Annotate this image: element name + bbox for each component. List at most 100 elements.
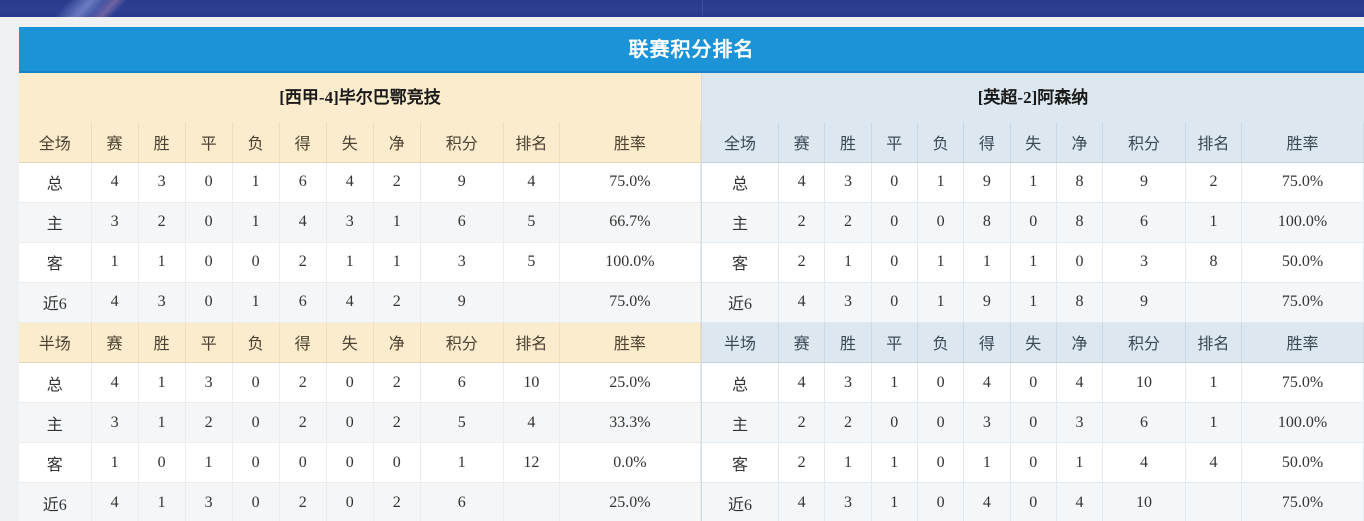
stat-cell-6: 2 [373,282,421,323]
column-header-6: 失 [326,122,374,163]
column-header-6: 失 [326,322,374,363]
rank-cell [1185,282,1243,323]
stat-cell-3: 1 [232,162,280,203]
stat-cell-6: 8 [1056,282,1104,323]
table-row[interactable]: 主 2 2 0 0 8 0 8 6 1 100.0% [702,202,1364,243]
stat-cell-0: 4 [91,482,139,521]
stat-cell-6: 2 [373,162,421,203]
stat-cell-2: 1 [185,442,233,483]
win-rate-cell: 75.0% [1241,482,1364,521]
points-cell: 4 [1102,442,1186,483]
stat-cell-2: 2 [185,402,233,443]
table-row[interactable]: 总 4 3 0 1 9 1 8 9 2 75.0% [702,162,1364,203]
stats-table-right-half: 半场赛胜平负得失净积分 排名 胜率总 4 3 1 0 4 0 4 10 1 75.0% 主 2 2 0 0 3 0 3 6… [702,322,1364,521]
column-header-7: 净 [1056,122,1104,163]
table-row[interactable]: 客 1 0 1 0 0 0 0 1 12 0.0% [19,442,702,483]
row-label: 主 [19,402,92,443]
stats-table-left-half: 半场赛胜平负得失净积分 排名 胜率总 4 1 3 0 2 0 2 6 10 25.0% 主 3 1 2 0 2 0 2 5… [19,322,702,521]
table-row[interactable]: 近6 4 3 1 0 4 0 4 10 75.0% [702,482,1364,521]
row-label: 总 [19,362,92,403]
stat-cell-2: 1 [871,362,918,403]
stat-cell-1: 1 [138,482,186,521]
stat-cell-0: 3 [91,402,139,443]
stat-cell-3: 0 [232,402,280,443]
stat-cell-0: 3 [91,202,139,243]
stat-cell-1: 2 [824,402,872,443]
rank-cell: 5 [503,242,560,283]
team-name-right[interactable]: [英超-2]阿森纳 [702,73,1364,122]
stat-cell-2: 0 [185,202,233,243]
stat-cell-5: 4 [326,282,374,323]
team-pane-right: [英超-2]阿森纳 全场赛胜平负得失净积分 排名 胜率总 4 3 0 1 9 1 8 9 2 75.0% 主… [701,73,1364,521]
stat-cell-6: 4 [1056,482,1104,521]
stat-cell-1: 3 [824,162,872,203]
points-cell: 6 [420,482,504,521]
win-rate-cell: 25.0% [559,482,702,521]
column-header-2: 胜 [824,122,872,163]
column-header-8: 积分 [1102,322,1186,363]
stat-cell-0: 1 [91,242,139,283]
stat-cell-0: 2 [778,242,826,283]
stat-cell-0: 4 [91,282,139,323]
table-row[interactable]: 总 4 3 1 0 4 0 4 10 1 75.0% [702,362,1364,403]
table-row[interactable]: 主 2 2 0 0 3 0 3 6 1 100.0% [702,402,1364,443]
column-header-3: 平 [185,322,233,363]
column-header-5: 得 [963,122,1011,163]
team-name-left[interactable]: [西甲-4]毕尔巴鄂竞技 [19,73,701,122]
table-row[interactable]: 主 3 2 0 1 4 3 1 6 5 66.7% [19,202,702,243]
rank-cell: 4 [503,402,560,443]
stat-cell-6: 2 [373,482,421,521]
stat-cell-3: 0 [232,242,280,283]
column-header-7: 净 [373,122,421,163]
table-row[interactable]: 近6 4 1 3 0 2 0 2 6 25.0% [19,482,702,521]
win-rate-cell: 50.0% [1241,442,1364,483]
win-rate-cell: 75.0% [559,162,702,203]
stat-cell-5: 1 [1010,282,1057,323]
banner-seam-divider [702,0,703,17]
column-header-8: 积分 [420,122,504,163]
stat-cell-4: 2 [279,402,327,443]
table-row[interactable]: 总 4 1 3 0 2 0 2 6 10 25.0% [19,362,702,403]
column-header-6: 失 [1010,322,1057,363]
table-row[interactable]: 客 2 1 0 1 1 1 0 3 8 50.0% [702,242,1364,283]
stat-cell-0: 1 [91,442,139,483]
stat-cell-6: 3 [1056,402,1104,443]
table-row[interactable]: 近6 4 3 0 1 6 4 2 9 75.0% [19,282,702,323]
stat-cell-4: 8 [963,202,1011,243]
stat-cell-2: 0 [185,282,233,323]
table-row[interactable]: 总 4 3 0 1 6 4 2 9 4 75.0% [19,162,702,203]
table-row[interactable]: 客 1 1 0 0 2 1 1 3 5 100.0% [19,242,702,283]
column-header-10: 胜率 [559,122,702,163]
table-row[interactable]: 主 3 1 2 0 2 0 2 5 4 33.3% [19,402,702,443]
rank-cell: 10 [503,362,560,403]
table-row[interactable]: 客 2 1 1 0 1 0 1 4 4 50.0% [702,442,1364,483]
points-cell: 9 [1102,162,1186,203]
stat-cell-3: 0 [232,482,280,521]
column-header-8: 积分 [1102,122,1186,163]
column-header-5: 得 [279,122,327,163]
column-header-4: 负 [232,122,280,163]
win-rate-cell: 75.0% [559,282,702,323]
stats-header-row: 半场赛胜平负得失净积分 排名 胜率 [702,322,1364,363]
column-header-3: 平 [871,322,918,363]
stat-cell-3: 0 [232,442,280,483]
stat-cell-3: 0 [232,362,280,403]
rank-cell: 4 [1185,442,1243,483]
stat-cell-3: 1 [232,282,280,323]
column-header-7: 净 [1056,322,1104,363]
stat-cell-5: 0 [1010,362,1057,403]
column-header-3: 平 [185,122,233,163]
stats-header-row: 全场赛胜平负得失净积分 排名 胜率 [702,122,1364,163]
stat-cell-5: 0 [1010,442,1057,483]
table-row[interactable]: 近6 4 3 0 1 9 1 8 9 75.0% [702,282,1364,323]
stat-cell-2: 1 [871,482,918,521]
top-navy-banner [0,0,1364,17]
stat-cell-2: 3 [185,362,233,403]
stats-header-row: 半场赛胜平负得失净积分 排名 胜率 [19,322,702,363]
stat-cell-0: 2 [778,202,826,243]
stat-cell-2: 0 [871,282,918,323]
column-header-0: 全场 [19,122,92,163]
team-pane-left: [西甲-4]毕尔巴鄂竞技 全场赛胜平负得失净积分 排名 胜率总 4 3 0 1 6 4 2 9 4 75.… [19,73,702,521]
stat-cell-4: 4 [963,362,1011,403]
stat-cell-3: 1 [917,282,965,323]
